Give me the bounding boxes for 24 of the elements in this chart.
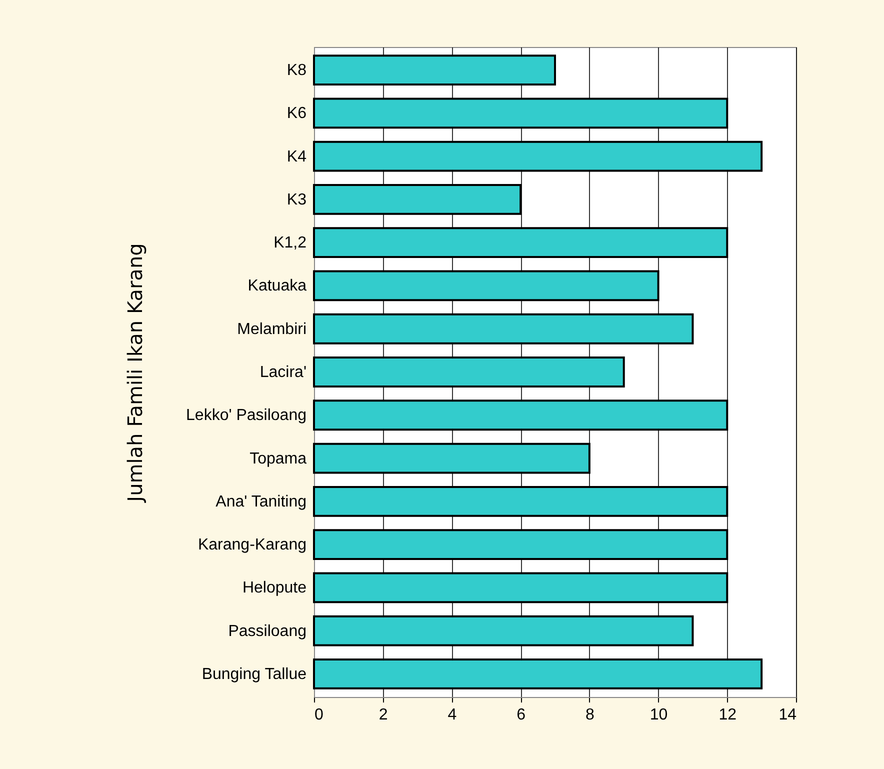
x-tick-label: 14	[778, 706, 797, 724]
y-tick-label: K4	[286, 148, 307, 166]
x-tick-label: 8	[585, 706, 594, 724]
y-axis-title: Jumlah Famili Ikan Karang	[123, 243, 148, 504]
y-tick-label: Bunging Tallue	[202, 666, 307, 683]
y-tick-label: Melambiri	[237, 320, 306, 338]
y-tick-label: Passiloang	[228, 622, 306, 640]
x-tick-label: 4	[448, 706, 457, 724]
y-tick-label: K8	[286, 62, 307, 80]
y-tick-label: K3	[286, 191, 307, 208]
x-tick-label: 0	[314, 706, 324, 724]
x-tick-label: 6	[516, 706, 526, 724]
x-tick-label: 12	[718, 706, 737, 724]
y-tick-label: Lacira'	[260, 364, 306, 381]
y-tick-label: Topama	[250, 450, 307, 468]
y-tick-label: K1,2	[274, 234, 307, 252]
x-tick-label: 2	[378, 706, 388, 724]
y-tick-label: Katuaka	[248, 278, 307, 295]
y-tick-label: Karang-Karang	[198, 536, 306, 554]
y-tick-label: Ana' Taniting	[216, 493, 306, 510]
y-tick-label: K6	[286, 105, 307, 122]
x-tick-label: 10	[650, 706, 668, 724]
y-tick-label: Helopute	[242, 580, 307, 597]
y-tick-label: Lekko' Pasiloang	[186, 407, 306, 424]
